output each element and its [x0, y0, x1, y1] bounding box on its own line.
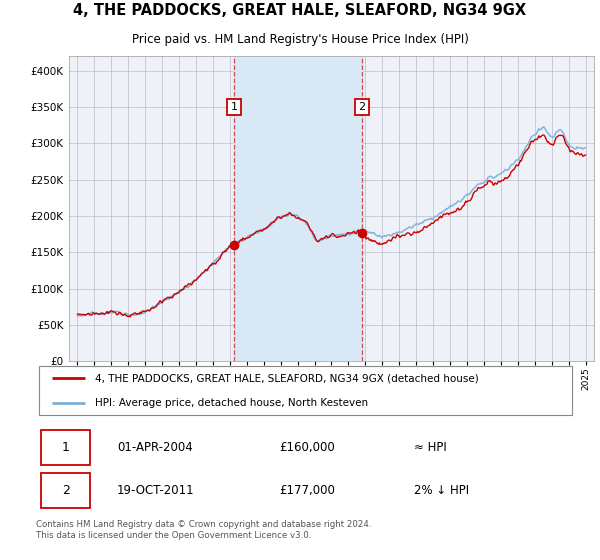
Text: £177,000: £177,000 [279, 484, 335, 497]
Text: 2: 2 [358, 102, 365, 112]
Text: 19-OCT-2011: 19-OCT-2011 [117, 484, 194, 497]
Text: Contains HM Land Registry data © Crown copyright and database right 2024.
This d: Contains HM Land Registry data © Crown c… [36, 520, 371, 539]
Text: 4, THE PADDOCKS, GREAT HALE, SLEAFORD, NG34 9GX (detached house): 4, THE PADDOCKS, GREAT HALE, SLEAFORD, N… [95, 374, 479, 384]
Text: 4, THE PADDOCKS, GREAT HALE, SLEAFORD, NG34 9GX: 4, THE PADDOCKS, GREAT HALE, SLEAFORD, N… [73, 3, 527, 18]
FancyBboxPatch shape [41, 473, 90, 508]
Text: £160,000: £160,000 [279, 441, 335, 454]
FancyBboxPatch shape [39, 366, 572, 415]
Text: 01-APR-2004: 01-APR-2004 [117, 441, 193, 454]
Bar [234, 56, 362, 361]
Text: HPI: Average price, detached house, North Kesteven: HPI: Average price, detached house, Nort… [95, 398, 368, 408]
Text: 1: 1 [230, 102, 238, 112]
FancyBboxPatch shape [41, 430, 90, 465]
Text: ≈ HPI: ≈ HPI [414, 441, 447, 454]
Text: 2: 2 [62, 484, 70, 497]
Text: Price paid vs. HM Land Registry's House Price Index (HPI): Price paid vs. HM Land Registry's House … [131, 33, 469, 46]
Text: 1: 1 [62, 441, 70, 454]
Text: 2% ↓ HPI: 2% ↓ HPI [414, 484, 469, 497]
